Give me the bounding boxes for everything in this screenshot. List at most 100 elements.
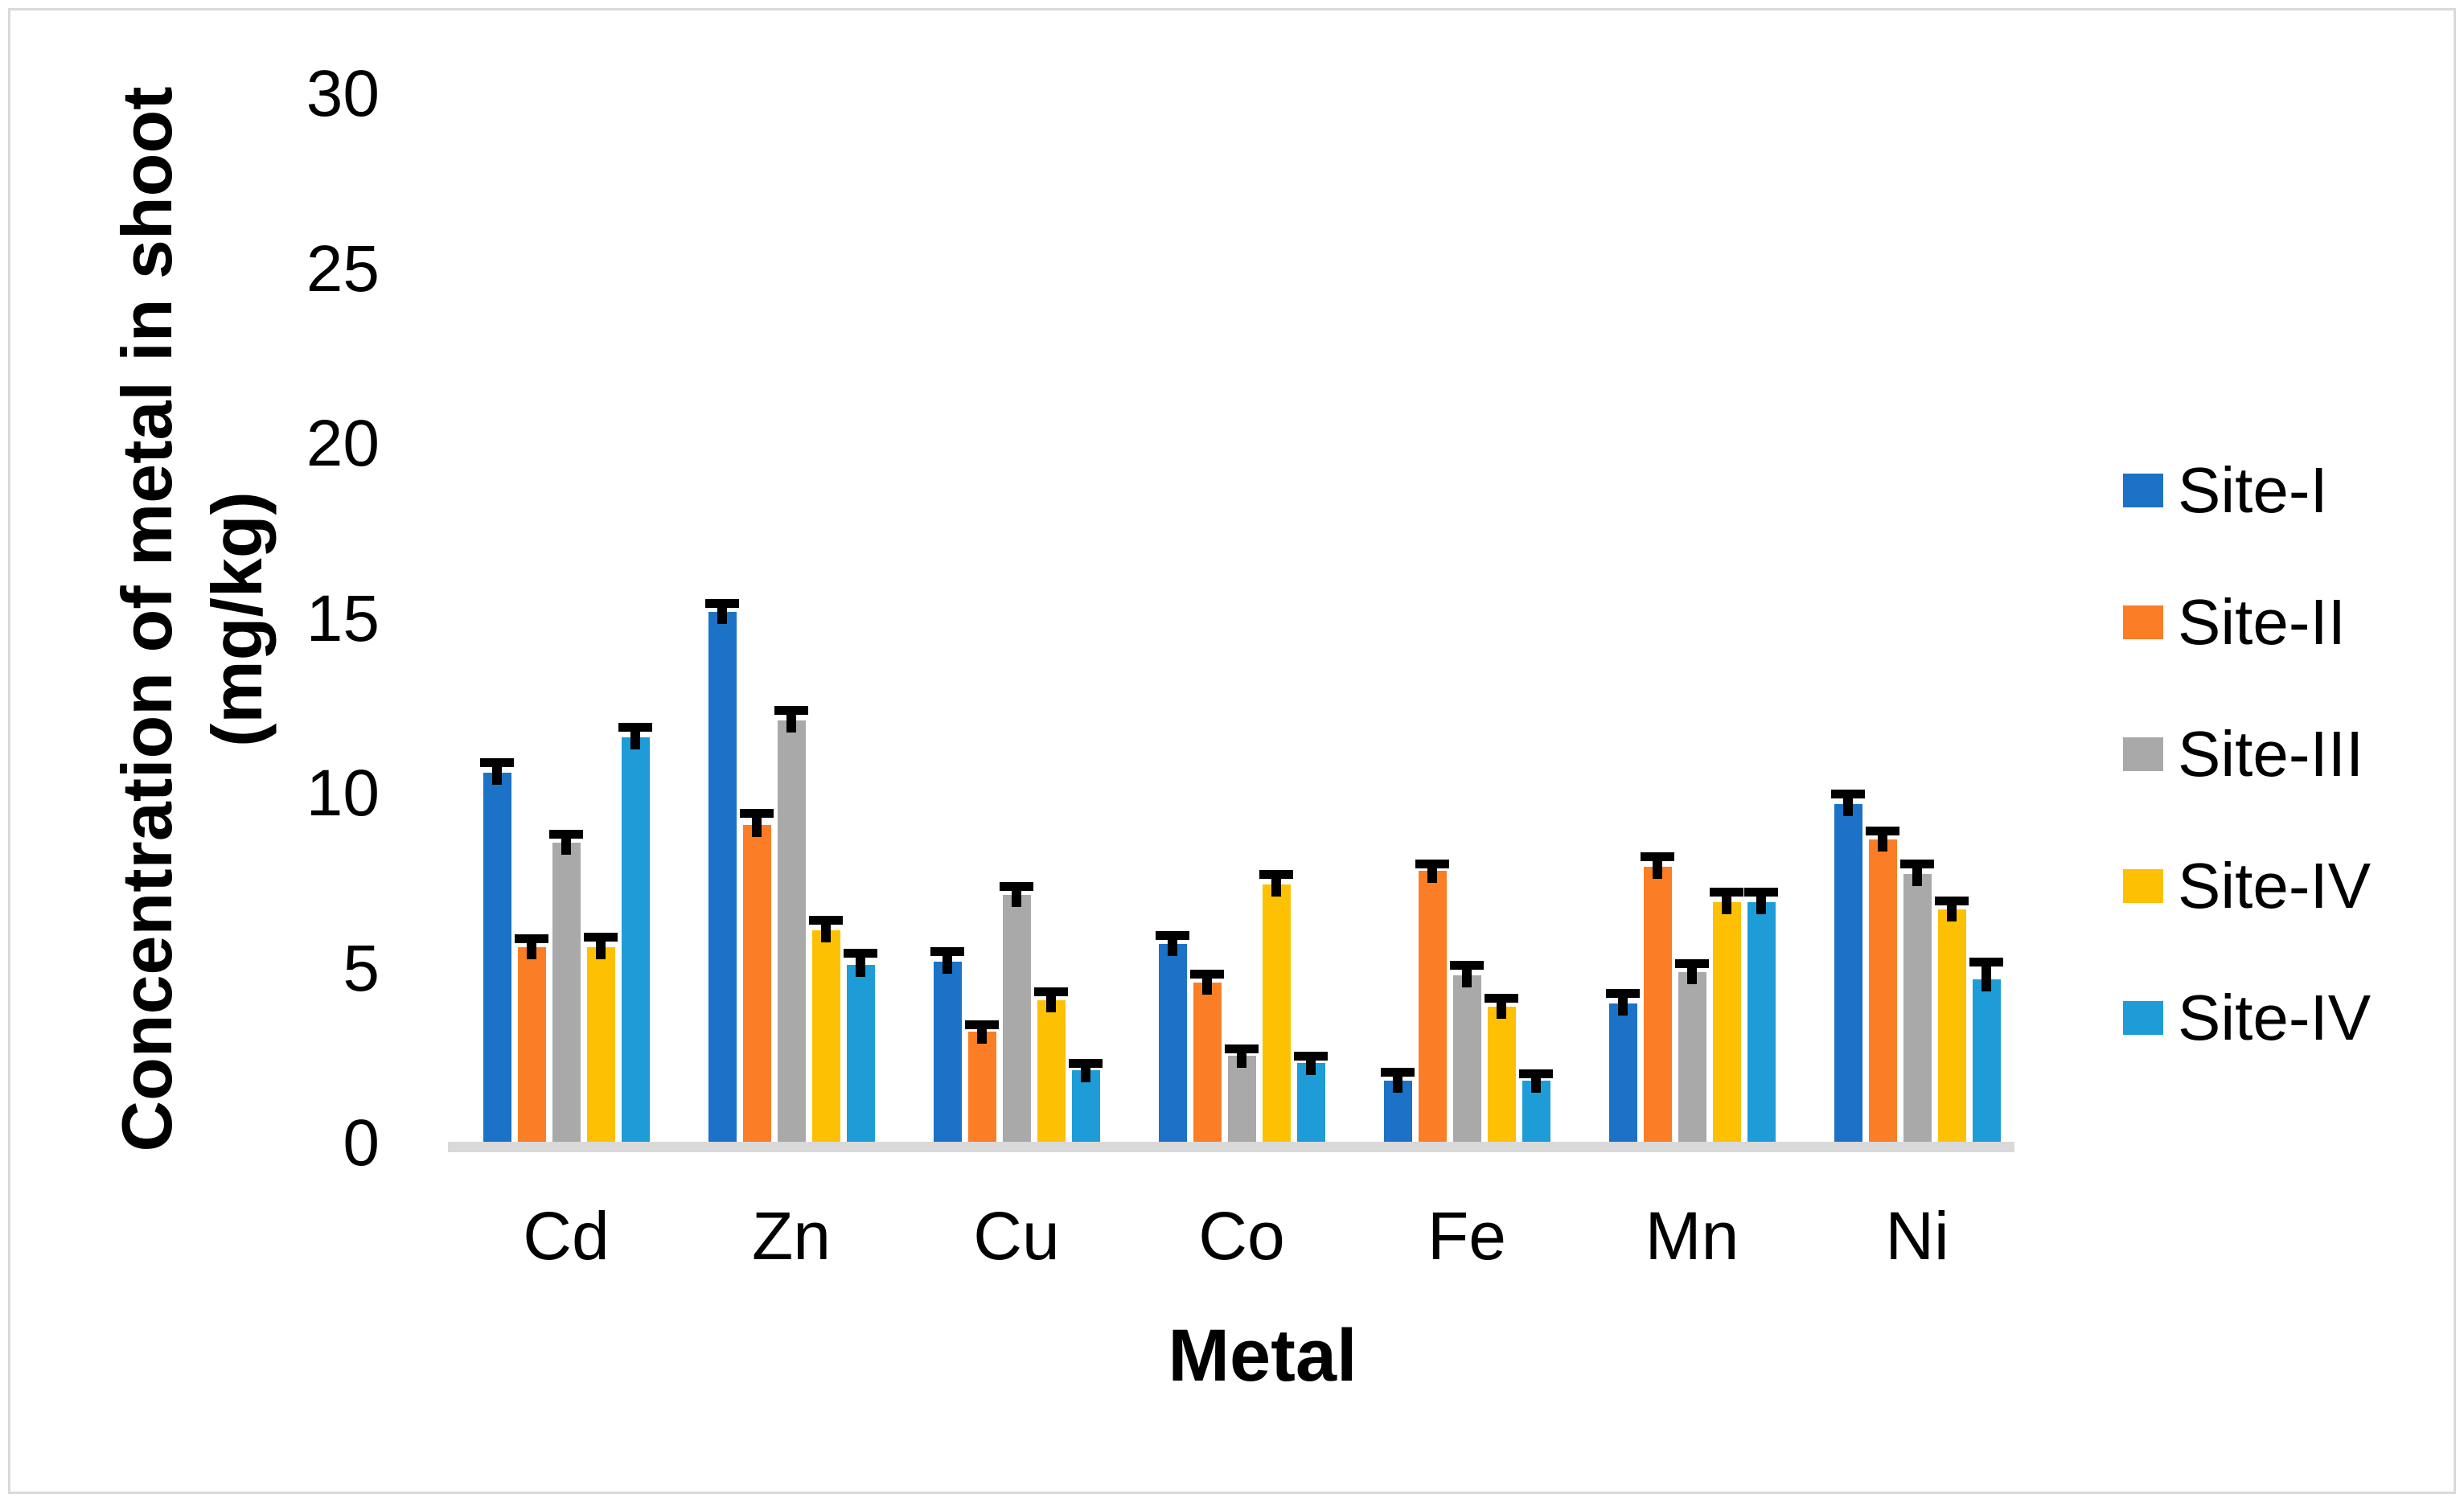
error-bar-cap [618,723,652,732]
error-bar-cap [1294,1052,1328,1061]
y-tick-label-5: 5 [343,931,380,1005]
error-bar-cap [1156,931,1189,940]
bar-site-iv-co [1262,884,1291,1143]
error-bar-whisker [630,727,640,749]
figure-border [8,8,2456,1494]
bar-site-iii-cu [1002,895,1031,1143]
error-bar-cap [774,706,808,715]
error-bar-whisker [1531,1073,1541,1093]
error-bar-cap [809,916,843,925]
x-tick-label-cd: Cd [523,1198,610,1274]
error-bar-whisker [1653,856,1662,879]
legend-label-3: Site-III [2178,718,2364,790]
error-bar-cap [1000,882,1033,891]
x-tick-label-mn: Mn [1645,1198,1739,1274]
bar-site-i-zn [708,612,737,1143]
error-bar-whisker [1912,864,1922,886]
bar-site-iv-cd [586,947,615,1143]
x-tick-label-ni: Ni [1885,1198,1949,1274]
error-bar-whisker [1012,886,1021,907]
y-tick-label-25: 25 [306,232,380,306]
error-bar-cap [1225,1044,1259,1053]
error-bar-whisker [1947,901,1957,921]
legend-label-4: Site-IV [2178,850,2372,921]
error-bar-cap [1606,989,1640,998]
bar-site-iii-cd [552,843,581,1143]
error-bar-cap [1415,860,1449,868]
legend-swatch-4 [2123,869,2163,903]
error-bar-whisker [1202,974,1212,995]
error-bar-cap [740,809,774,818]
bar-site-iii-co [1227,1056,1256,1143]
bar-site-iv-ni [1937,909,1966,1143]
legend: Site-I Site-II Site-III Site-IV Site-IV [2123,0,2461,1502]
error-bar-whisker [977,1024,987,1044]
bar-site-iv-cd [621,737,650,1143]
bar-site-iv-ni [1972,979,2001,1143]
error-bar-whisker [1168,935,1177,956]
x-tick-label-zn: Zn [751,1198,832,1274]
error-bar-cap [1935,897,1969,905]
bar-site-ii-cu [967,1032,996,1143]
error-bar-whisker [717,603,727,624]
bar-site-ii-ni [1868,839,1897,1143]
bar-site-ii-cd [517,947,546,1143]
error-bar-cap [844,949,877,958]
bar-site-iv-fe [1487,1007,1516,1143]
error-bar-cap [1969,958,2003,966]
error-bar-cap [480,758,514,767]
error-bar-whisker [1687,963,1697,984]
bar-site-iv-co [1296,1063,1325,1143]
error-bar-whisker [1237,1049,1246,1068]
bar-site-i-co [1158,944,1187,1143]
error-bar-whisker [1306,1056,1316,1075]
error-bar-cap [1485,994,1518,1003]
bar-site-iii-mn [1678,972,1706,1143]
error-bar-whisker [1081,1063,1090,1082]
bar-site-i-cd [483,773,511,1143]
bar-site-ii-fe [1418,871,1447,1143]
legend-label-2: Site-II [2178,586,2346,658]
error-bar-whisker [856,953,865,977]
error-bar-cap [1259,870,1293,879]
y-tick-label-0: 0 [343,1106,380,1180]
y-tick-label-15: 15 [306,581,380,655]
error-bar-cap [965,1020,999,1029]
error-bar-cap [1450,961,1484,970]
error-bar-whisker [1462,965,1472,987]
legend-swatch-1 [2123,474,2163,507]
bar-site-i-mn [1608,1003,1637,1143]
error-bar-cap [1069,1059,1103,1068]
plot-area [448,94,2031,1143]
error-bar-whisker [1722,892,1731,914]
bar-site-ii-zn [742,825,771,1143]
error-bar-whisker [561,834,571,855]
bar-site-i-cu [933,962,962,1143]
error-bar-whisker [1427,864,1437,883]
legend-label-1: Site-I [2178,454,2328,526]
bar-site-iii-fe [1452,975,1481,1143]
error-bar-cap [705,599,739,608]
error-bar-whisker [786,710,796,733]
y-tick-label-20: 20 [306,407,380,480]
bar-site-iii-ni [1903,874,1932,1143]
error-bar-cap [584,933,618,942]
bar-site-iv-mn [1712,902,1741,1143]
error-bar-cap [930,947,964,956]
x-axis-baseline [448,1142,2014,1152]
bar-site-ii-co [1193,983,1222,1143]
error-bar-whisker [1046,991,1056,1012]
error-bar-cap [1710,888,1743,897]
error-bar-whisker [1981,962,1991,991]
error-bar-cap [1381,1068,1415,1077]
error-bar-whisker [1843,794,1853,816]
error-bar-whisker [1271,874,1281,897]
bar-site-iv-cu [1071,1070,1100,1143]
legend-swatch-3 [2123,737,2163,771]
x-axis-title: Metal [1168,1315,1357,1397]
error-bar-whisker [492,762,502,785]
x-tick-label-fe: Fe [1427,1198,1507,1274]
error-bar-whisker [527,938,536,959]
error-bar-whisker [752,813,762,837]
